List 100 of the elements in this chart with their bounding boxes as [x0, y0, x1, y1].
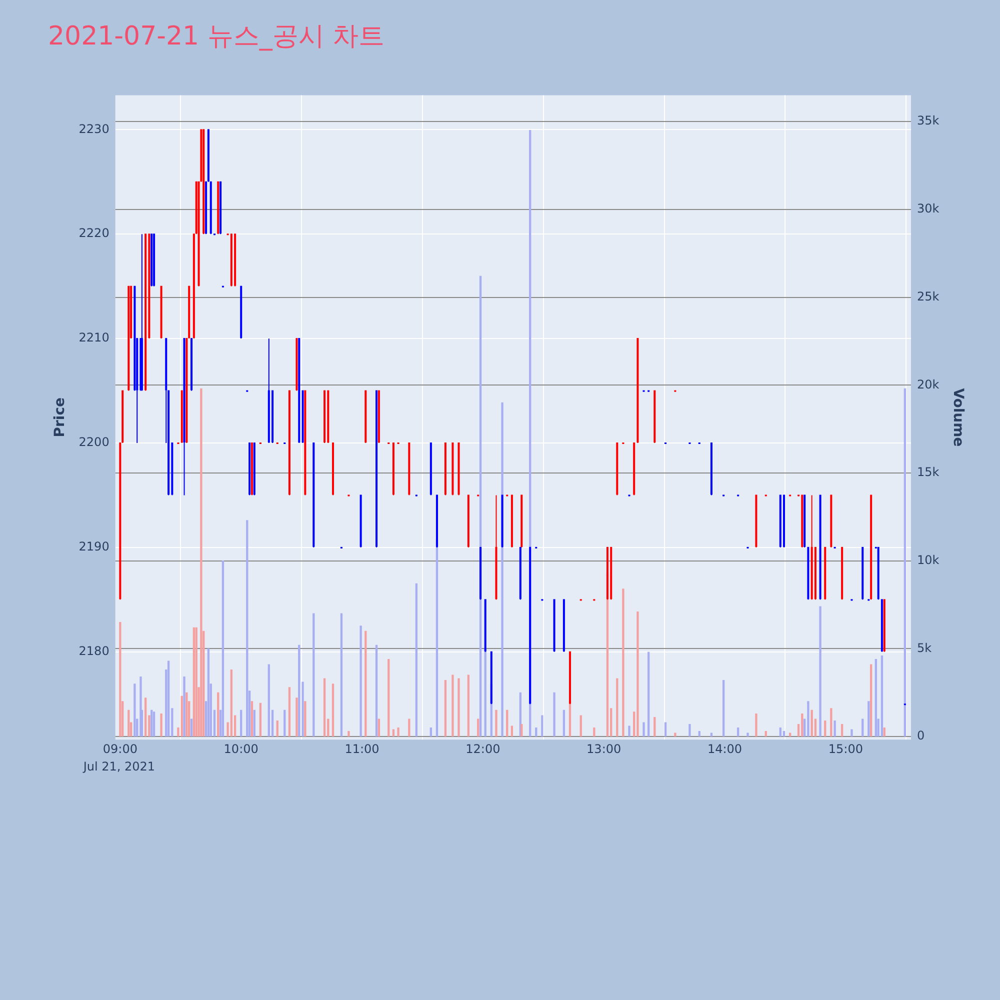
bar [323, 678, 326, 736]
bar [207, 648, 210, 736]
bar [160, 713, 162, 736]
bar [240, 710, 242, 736]
bar [801, 713, 804, 736]
bar [195, 627, 198, 736]
bar [810, 710, 813, 736]
bar [458, 678, 460, 736]
bar [764, 731, 767, 736]
bar [541, 715, 544, 736]
bar [698, 731, 700, 736]
bar [364, 630, 367, 736]
bar [200, 388, 202, 736]
bar [444, 680, 447, 736]
x-tick-label: 10:00 [224, 742, 258, 756]
bar [360, 626, 362, 736]
text: Jul 21, 2021 [82, 760, 156, 774]
x-tick-label: 15:00 [828, 742, 863, 756]
bar [298, 644, 300, 736]
bar [664, 722, 667, 736]
bar [388, 658, 390, 736]
bar [850, 729, 853, 736]
bar [874, 658, 877, 736]
bar [520, 724, 523, 736]
bar [378, 718, 380, 736]
bar [348, 731, 350, 736]
y-axis-title: Price [52, 398, 68, 438]
bar [284, 710, 286, 736]
bar [296, 698, 298, 736]
bar [152, 712, 156, 736]
y2-tick-label: 0 [916, 728, 925, 743]
y-tick-label: 2190 [78, 540, 110, 554]
bar [392, 729, 395, 736]
y2-tick-label: 25k [916, 289, 940, 304]
x-tick-label: 14:00 [707, 742, 742, 756]
bar [150, 710, 153, 736]
bar [616, 678, 618, 736]
bar [408, 718, 410, 736]
bar [636, 612, 639, 736]
bar [593, 727, 596, 736]
bar [192, 627, 196, 736]
y2-axis-title: Volume [950, 388, 966, 447]
bar [253, 710, 256, 736]
bar [904, 388, 906, 736]
y2-tick-label: 15k [916, 465, 940, 480]
bar [134, 684, 136, 736]
bar [477, 718, 480, 736]
bar [506, 710, 508, 736]
bar [688, 724, 691, 736]
y-tick-label: 2180 [78, 644, 110, 658]
bar [883, 727, 886, 736]
bar [510, 726, 514, 736]
bar [312, 613, 315, 736]
x-tick-label: 13:00 [586, 742, 622, 756]
y-tick-label: 2210 [78, 330, 110, 345]
bar [580, 715, 582, 736]
bar [268, 664, 270, 736]
bar [467, 674, 470, 736]
chart-title: 2021-07-21 뉴스_공시 차트 [48, 21, 385, 52]
bar [397, 727, 400, 736]
y2-tick-label: 30k [916, 202, 940, 216]
bar [553, 692, 556, 736]
bar [222, 560, 224, 736]
bar [183, 676, 186, 736]
bar [807, 701, 810, 736]
bar [819, 606, 822, 736]
bar [674, 732, 676, 736]
bar [746, 732, 749, 736]
bar [430, 727, 432, 736]
bar [642, 722, 645, 736]
bar [119, 622, 122, 736]
y2-tick-label: 5k [916, 640, 932, 655]
bar [230, 670, 232, 736]
x-tick-label: 09:00 [102, 742, 138, 756]
y-tick-label: 2220 [78, 226, 110, 240]
bar [862, 718, 864, 736]
y2-tick-label: 35k [916, 114, 940, 128]
bar [779, 727, 782, 736]
bar [276, 720, 278, 736]
bar [304, 701, 306, 736]
bar [288, 687, 291, 736]
bar [562, 710, 566, 736]
bar [880, 655, 884, 736]
bar [535, 727, 538, 736]
bar [736, 727, 740, 736]
bar [259, 702, 262, 736]
bar [144, 698, 147, 736]
y2-tick-label: 20k [916, 377, 940, 392]
bar [246, 520, 248, 736]
bar [868, 701, 870, 736]
bar [180, 696, 183, 736]
bar [375, 644, 378, 736]
bar [167, 660, 170, 736]
bar [186, 692, 188, 736]
bar [870, 664, 872, 736]
bar [628, 726, 630, 736]
bar [495, 710, 498, 736]
bar [452, 674, 454, 736]
bar [340, 613, 343, 736]
x-tick-label: 11:00 [344, 742, 380, 756]
